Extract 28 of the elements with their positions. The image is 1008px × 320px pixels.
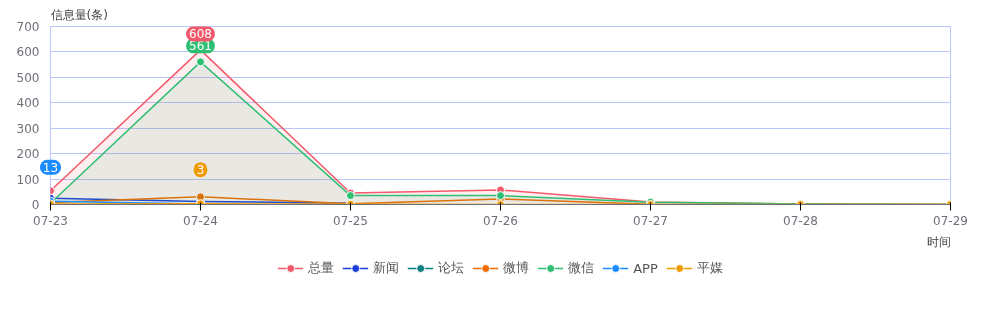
x-tick-label: 07-26 xyxy=(483,213,518,228)
legend-label: 微博 xyxy=(503,259,530,277)
x-tick-label: 07-24 xyxy=(183,213,218,228)
legend-label: 总量 xyxy=(308,259,335,277)
x-tick-label: 07-29 xyxy=(933,213,968,228)
y-tick-label: 200 xyxy=(16,147,40,162)
y-axis-title: 信息量(条) xyxy=(50,7,108,22)
legend-label: 微信 xyxy=(568,259,595,277)
y-tick-label: 500 xyxy=(16,70,40,85)
data-label: 13 xyxy=(42,160,59,175)
legend-label: 平媒 xyxy=(696,259,723,277)
data-label: 3 xyxy=(196,163,205,178)
y-tick-label: 300 xyxy=(16,121,40,136)
data-label: 561 xyxy=(189,39,212,54)
x-axis-title: 时间 xyxy=(926,234,951,249)
x-tick-label: 07-25 xyxy=(333,213,368,228)
legend-label: 新闻 xyxy=(373,259,400,277)
x-tick-label: 07-23 xyxy=(33,213,68,228)
y-tick-label: 600 xyxy=(16,45,40,60)
y-tick-label: 100 xyxy=(16,172,40,187)
legend-label: 论坛 xyxy=(438,259,465,277)
y-tick-label: 0 xyxy=(31,198,40,212)
y-tick-label: 700 xyxy=(16,20,40,34)
x-tick-label: 07-27 xyxy=(633,213,668,228)
y-tick-label: 400 xyxy=(16,96,40,111)
data-label: 608 xyxy=(189,27,212,42)
x-tick-label: 07-28 xyxy=(783,213,818,228)
legend-label: APP xyxy=(633,260,658,276)
